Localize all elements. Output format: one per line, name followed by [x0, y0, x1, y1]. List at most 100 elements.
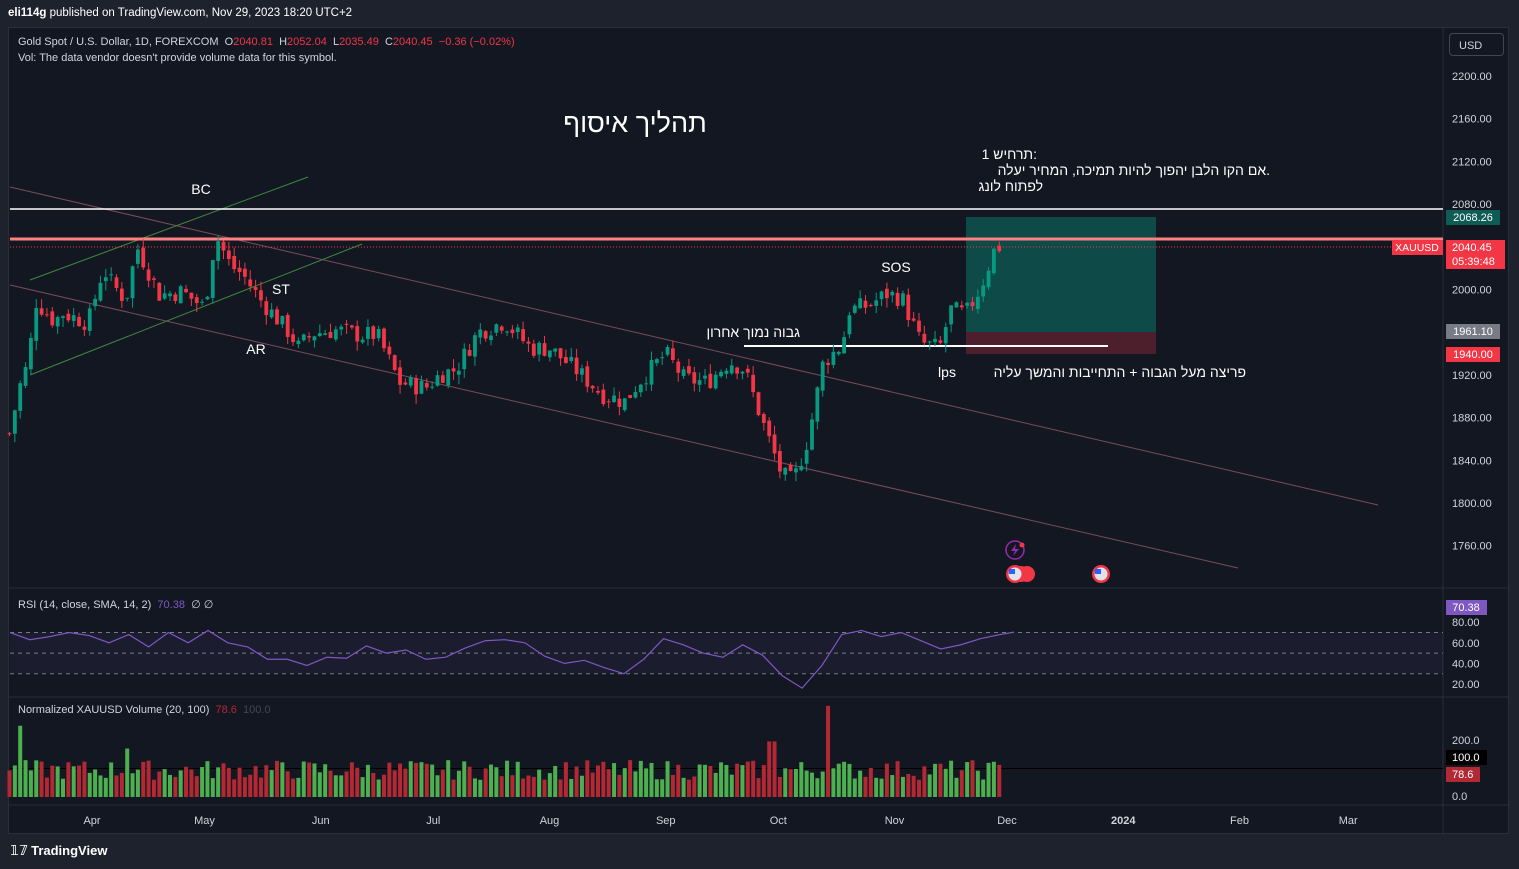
- candle-body: [547, 350, 552, 358]
- volume-bar: [93, 769, 98, 797]
- last-low-high-label[interactable]: גבוה נמוך אחרון: [706, 324, 800, 340]
- scenario-line-3[interactable]: לפתוח לונג: [978, 178, 1043, 194]
- volume-bar: [55, 766, 60, 797]
- candle-body: [398, 367, 402, 385]
- candle-body: [494, 324, 499, 333]
- candle-body: [152, 278, 156, 280]
- candle-body: [644, 383, 649, 385]
- volume-axis[interactable]: 200.0 100.0 78.6 0.0: [1446, 735, 1487, 803]
- candle-body: [911, 318, 916, 321]
- candle-body: [499, 326, 504, 331]
- volume-bar: [82, 761, 87, 797]
- long-position-stop-zone[interactable]: [966, 332, 1156, 354]
- rsi-axis[interactable]: 80.00 60.00 40.00 20.00: [1452, 617, 1480, 691]
- title-annotation[interactable]: תהליך איסוף: [563, 108, 706, 138]
- rsi-value-tag: 70.38: [1446, 600, 1487, 615]
- currency-button[interactable]: USD: [1449, 33, 1504, 56]
- candle-body: [328, 331, 333, 338]
- candle-body: [478, 329, 483, 338]
- candle-body: [917, 320, 921, 332]
- lps-label[interactable]: lps: [938, 364, 956, 380]
- volume-bar: [697, 764, 702, 797]
- volume-bar: [499, 776, 504, 797]
- candle-body: [708, 373, 713, 388]
- symbol-name: Gold Spot / U.S. Dollar, 1D, FOREXCOM: [18, 36, 219, 48]
- volume-bar: [660, 779, 665, 797]
- lightning-event-icon[interactable]: [1005, 540, 1025, 560]
- candle-body: [205, 296, 210, 300]
- volume-pane[interactable]: [7, 705, 1444, 797]
- volume-bar: [317, 772, 322, 797]
- candle-body: [874, 300, 879, 306]
- tradingview-logo-icon: 𝟙𝟟: [10, 843, 29, 858]
- volume-bar: [387, 762, 392, 797]
- candle-body: [264, 301, 269, 316]
- volume-bar: [933, 763, 938, 797]
- chart-frame[interactable]: [8, 27, 1509, 834]
- rsi-legend[interactable]: RSI (14, close, SMA, 14, 2) 70.38 ∅ ∅: [18, 599, 214, 611]
- candlestick-series[interactable]: [7, 235, 1002, 482]
- volume-bar: [130, 773, 135, 797]
- volume-bar: [258, 777, 263, 797]
- candle-body: [895, 292, 900, 306]
- candle-body: [344, 323, 349, 325]
- candle-body: [997, 245, 1002, 252]
- price-axis[interactable]: 2200.002160.002120.002080.002040.002000.…: [1452, 71, 1492, 553]
- volume-bar: [280, 762, 285, 797]
- candle-body: [200, 301, 204, 303]
- us-flag-event-icon[interactable]: [1006, 565, 1110, 583]
- candle-body: [596, 390, 600, 393]
- price-axis-label: 2000.00: [1452, 285, 1492, 297]
- symbol-legend[interactable]: Gold Spot / U.S. Dollar, 1D, FOREXCOM O2…: [18, 36, 515, 48]
- st-label[interactable]: ST: [272, 281, 290, 297]
- candle-body: [446, 369, 451, 386]
- candle-body: [622, 398, 627, 411]
- scenario-line-1[interactable]: תרחיש 1:: [982, 146, 1037, 162]
- volume-bar: [997, 764, 1002, 797]
- volume-bar: [692, 776, 697, 797]
- svg-text:70.38: 70.38: [1452, 602, 1480, 614]
- bc-label[interactable]: BC: [191, 181, 210, 197]
- candle-body: [606, 401, 611, 403]
- volume-bar: [670, 774, 675, 797]
- volume-bar: [467, 766, 472, 797]
- volume-bar: [269, 770, 274, 797]
- close-value: 2040.45: [392, 36, 433, 48]
- volume-legend[interactable]: Normalized XAUUSD Volume (20, 100) 78.6 …: [18, 704, 271, 716]
- candle-body: [382, 328, 386, 349]
- scenario-line-2[interactable]: אם הקו הלבן יהפוך להיות תמיכה, המחיר יעל…: [998, 162, 1270, 178]
- volume-bar: [472, 778, 477, 797]
- volume-bar: [44, 777, 49, 797]
- tradingview-footer[interactable]: 𝟙𝟟 TradingView: [10, 843, 108, 858]
- candle-body: [815, 387, 820, 422]
- time-axis[interactable]: Apr May Jun Jul Aug Sep Oct Nov Dec 2024 Feb Mar: [83, 815, 1358, 827]
- volume-bar: [7, 770, 12, 797]
- candle-body: [676, 361, 681, 373]
- candle-body: [253, 287, 258, 290]
- svg-text:1940.00: 1940.00: [1453, 349, 1493, 361]
- candle-body: [408, 377, 413, 386]
- volume-bar: [681, 777, 686, 797]
- candle-body: [959, 305, 964, 308]
- volume-bar: [874, 777, 879, 797]
- price-axis-label: 1920.00: [1452, 370, 1492, 382]
- ar-label[interactable]: AR: [246, 341, 265, 357]
- volume-bar: [71, 766, 76, 797]
- rsi-pane[interactable]: [9, 629, 1443, 689]
- candle-body: [783, 467, 788, 475]
- volume-bar: [515, 761, 520, 797]
- candle-body: [285, 314, 290, 337]
- candle-body: [751, 374, 756, 393]
- candle-body: [628, 395, 632, 398]
- long-position-target-zone[interactable]: [966, 217, 1156, 332]
- candle-body: [788, 464, 793, 471]
- candle-body: [638, 384, 643, 393]
- rsi-value: 70.38: [157, 599, 185, 611]
- volume-bar: [430, 764, 435, 797]
- candle-body: [130, 266, 135, 299]
- volume-bar: [419, 762, 424, 797]
- breakout-note[interactable]: פריצה מעל הגבוה + התחייבות והמשך עליה: [994, 364, 1246, 380]
- sos-label[interactable]: SOS: [881, 259, 911, 275]
- candle-body: [906, 294, 911, 321]
